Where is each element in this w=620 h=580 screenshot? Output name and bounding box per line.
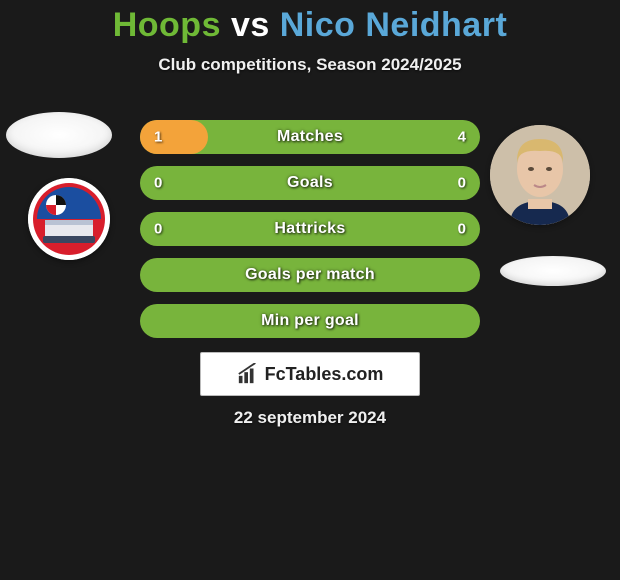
- title-player2: Nico Neidhart: [280, 6, 508, 44]
- player2-club-placeholder: [500, 256, 606, 286]
- stat-value-right: 4: [458, 129, 466, 146]
- player2-photo-icon: [490, 125, 590, 225]
- stat-label: Min per goal: [261, 312, 359, 330]
- stat-bar: Hattricks 0 0: [140, 212, 480, 246]
- bar-chart-icon: [237, 363, 259, 385]
- stat-value-right: 0: [458, 221, 466, 238]
- stat-value-right: 0: [458, 175, 466, 192]
- stat-label: Goals per match: [245, 266, 375, 284]
- stat-value-left: 0: [154, 175, 162, 192]
- player1-club-crest: [28, 178, 110, 260]
- stat-bar: Goals per match: [140, 258, 480, 292]
- player2-avatar: [490, 125, 590, 225]
- subtitle: Club competitions, Season 2024/2025: [0, 55, 620, 75]
- title-vs: vs: [231, 6, 270, 44]
- stat-bar: Goals 0 0: [140, 166, 480, 200]
- page-title: Hoops vs Nico Neidhart: [0, 0, 620, 45]
- unterhaching-crest-icon: [28, 178, 110, 260]
- date-label: 22 september 2024: [0, 408, 620, 428]
- stat-bar-left-fill: [140, 120, 208, 154]
- stat-bar: Min per goal: [140, 304, 480, 338]
- stats-container: Matches 1 4 Goals 0 0 Hattricks 0 0 Goals per mat…: [140, 120, 480, 350]
- stat-bar: Matches 1 4: [140, 120, 480, 154]
- stat-value-left: 1: [154, 129, 162, 146]
- stat-label: Goals: [287, 174, 333, 192]
- brand-text: FcTables.com: [265, 364, 384, 385]
- stat-value-left: 0: [154, 221, 162, 238]
- stat-label: Matches: [277, 128, 343, 146]
- stat-label: Hattricks: [274, 220, 345, 238]
- brand-badge: FcTables.com: [200, 352, 420, 396]
- title-player1: Hoops: [113, 6, 221, 44]
- comparison-card: Hoops vs Nico Neidhart Club competitions…: [0, 0, 620, 450]
- player1-avatar-placeholder: [6, 112, 112, 158]
